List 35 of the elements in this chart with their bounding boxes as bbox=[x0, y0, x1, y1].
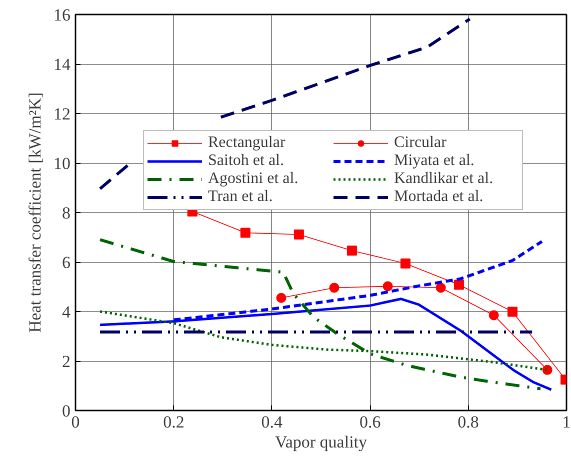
point bbox=[240, 228, 250, 238]
legend-label: Tran et al. bbox=[208, 188, 274, 206]
legend-label: Miyata et al. bbox=[394, 152, 476, 170]
y-tick-label: 14 bbox=[54, 55, 71, 74]
point bbox=[400, 258, 410, 268]
y-tick-label: 4 bbox=[62, 302, 71, 322]
legend-label: Saitoh et al. bbox=[208, 152, 285, 170]
y-tick-label: 12 bbox=[54, 104, 70, 124]
point bbox=[276, 292, 286, 303]
point bbox=[329, 282, 340, 293]
x-tick-label: 0.6 bbox=[359, 412, 381, 432]
y-tick-label: 10 bbox=[54, 154, 70, 173]
point bbox=[507, 306, 518, 317]
point bbox=[294, 230, 304, 240]
y-tick-label: 6 bbox=[62, 253, 70, 272]
legend-label: Kandlikar et al. bbox=[394, 170, 494, 188]
x-axis-title: Vapor quality bbox=[274, 432, 368, 452]
y-tick-label: 16 bbox=[54, 6, 70, 24]
y-tick-label: 8 bbox=[62, 204, 70, 222]
x-tick-label: 0.4 bbox=[261, 412, 284, 432]
point bbox=[488, 310, 499, 320]
point bbox=[454, 280, 464, 290]
x-tick-label: 0.8 bbox=[458, 412, 479, 432]
point bbox=[382, 281, 393, 292]
point bbox=[346, 246, 357, 256]
point bbox=[542, 364, 552, 375]
legend-label: Agostini et al. bbox=[208, 170, 300, 188]
legend-label: Circular bbox=[394, 134, 448, 152]
point bbox=[436, 282, 446, 293]
legend-label: Rectangular bbox=[208, 134, 286, 152]
x-tick-label: 0.2 bbox=[163, 412, 184, 432]
y-tick-label: 2 bbox=[62, 352, 70, 371]
x-tick-label: 1 bbox=[562, 412, 571, 432]
legend-label: Mortada et al. bbox=[394, 188, 484, 206]
y-axis-title: Heat transfer coefficient [kW/m²K] bbox=[26, 92, 44, 333]
